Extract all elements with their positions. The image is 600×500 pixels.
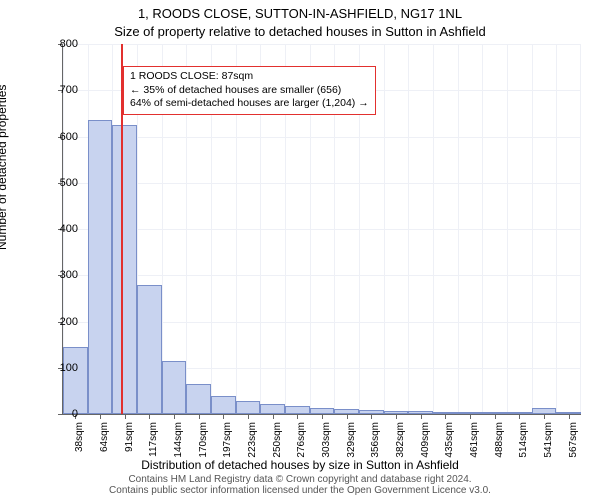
xtick-label: 541sqm — [543, 422, 554, 466]
gridline-v — [458, 44, 459, 414]
chart-title-line2: Size of property relative to detached ho… — [0, 24, 600, 39]
gridline-h — [63, 229, 581, 230]
xtick-mark — [569, 414, 570, 419]
histogram-bar — [186, 384, 211, 414]
xtick-mark — [495, 414, 496, 419]
xtick-mark — [100, 414, 101, 419]
gridline-v — [482, 44, 483, 414]
gridline-v — [384, 44, 385, 414]
histogram-bar — [211, 396, 236, 415]
xtick-mark — [322, 414, 323, 419]
annotation-line1: 1 ROODS CLOSE: 87sqm — [130, 70, 369, 84]
gridline-h — [63, 44, 581, 45]
gridline-h — [63, 183, 581, 184]
xtick-mark — [544, 414, 545, 419]
xtick-label: 91sqm — [124, 422, 135, 466]
ytick-label: 0 — [50, 408, 78, 420]
gridline-v — [556, 44, 557, 414]
xtick-label: 117sqm — [148, 422, 159, 466]
xtick-mark — [174, 414, 175, 419]
xtick-mark — [371, 414, 372, 419]
ytick-label: 400 — [50, 223, 78, 235]
xtick-label: 303sqm — [321, 422, 332, 466]
xtick-label: 567sqm — [568, 422, 579, 466]
xtick-label: 514sqm — [518, 422, 529, 466]
gridline-v — [532, 44, 533, 414]
xtick-label: 170sqm — [198, 422, 209, 466]
xtick-mark — [297, 414, 298, 419]
annotation-box: 1 ROODS CLOSE: 87sqm← 35% of detached ho… — [123, 66, 376, 115]
y-axis-label: Number of detached properties — [0, 85, 9, 250]
gridline-v — [408, 44, 409, 414]
xtick-label: 461sqm — [469, 422, 480, 466]
xtick-label: 488sqm — [494, 422, 505, 466]
histogram-bar — [236, 401, 261, 414]
xtick-mark — [248, 414, 249, 419]
xtick-mark — [273, 414, 274, 419]
ytick-label: 300 — [50, 269, 78, 281]
annotation-line2: ← 35% of detached houses are smaller (65… — [130, 84, 369, 98]
xtick-mark — [445, 414, 446, 419]
xtick-label: 64sqm — [99, 422, 110, 466]
xtick-label: 435sqm — [444, 422, 455, 466]
xtick-mark — [396, 414, 397, 419]
xtick-mark — [125, 414, 126, 419]
histogram-bar — [162, 361, 187, 414]
chart-footer: Contains HM Land Registry data © Crown c… — [0, 474, 600, 496]
xtick-mark — [149, 414, 150, 419]
xtick-label: 38sqm — [74, 422, 85, 466]
gridline-v — [580, 44, 581, 414]
chart-title-line1: 1, ROODS CLOSE, SUTTON-IN-ASHFIELD, NG17… — [0, 6, 600, 21]
histogram-bar — [285, 406, 310, 414]
xtick-label: 223sqm — [247, 422, 258, 466]
xtick-label: 329sqm — [346, 422, 357, 466]
ytick-label: 800 — [50, 38, 78, 50]
ytick-label: 500 — [50, 177, 78, 189]
histogram-bar — [260, 404, 285, 414]
gridline-v — [433, 44, 434, 414]
xtick-mark — [347, 414, 348, 419]
histogram-bar — [63, 347, 88, 414]
ytick-label: 100 — [50, 362, 78, 374]
xtick-label: 276sqm — [296, 422, 307, 466]
histogram-bar — [88, 120, 113, 414]
xtick-label: 382sqm — [395, 422, 406, 466]
annotation-line3: 64% of semi-detached houses are larger (… — [130, 97, 369, 111]
xtick-mark — [223, 414, 224, 419]
ytick-label: 700 — [50, 84, 78, 96]
xtick-mark — [199, 414, 200, 419]
histogram-bar — [112, 125, 137, 414]
xtick-label: 144sqm — [173, 422, 184, 466]
ytick-label: 600 — [50, 131, 78, 143]
xtick-mark — [421, 414, 422, 419]
plot-area: 1 ROODS CLOSE: 87sqm← 35% of detached ho… — [62, 44, 581, 415]
xtick-label: 197sqm — [222, 422, 233, 466]
xtick-mark — [519, 414, 520, 419]
ytick-label: 200 — [50, 316, 78, 328]
chart-container: 1, ROODS CLOSE, SUTTON-IN-ASHFIELD, NG17… — [0, 0, 600, 500]
footer-line1: Contains HM Land Registry data © Crown c… — [0, 474, 600, 485]
gridline-v — [507, 44, 508, 414]
xtick-label: 250sqm — [272, 422, 283, 466]
gridline-h — [63, 137, 581, 138]
xtick-label: 409sqm — [420, 422, 431, 466]
footer-line2: Contains public sector information licen… — [0, 485, 600, 496]
gridline-h — [63, 275, 581, 276]
xtick-label: 356sqm — [370, 422, 381, 466]
xtick-mark — [470, 414, 471, 419]
histogram-bar — [137, 285, 162, 415]
